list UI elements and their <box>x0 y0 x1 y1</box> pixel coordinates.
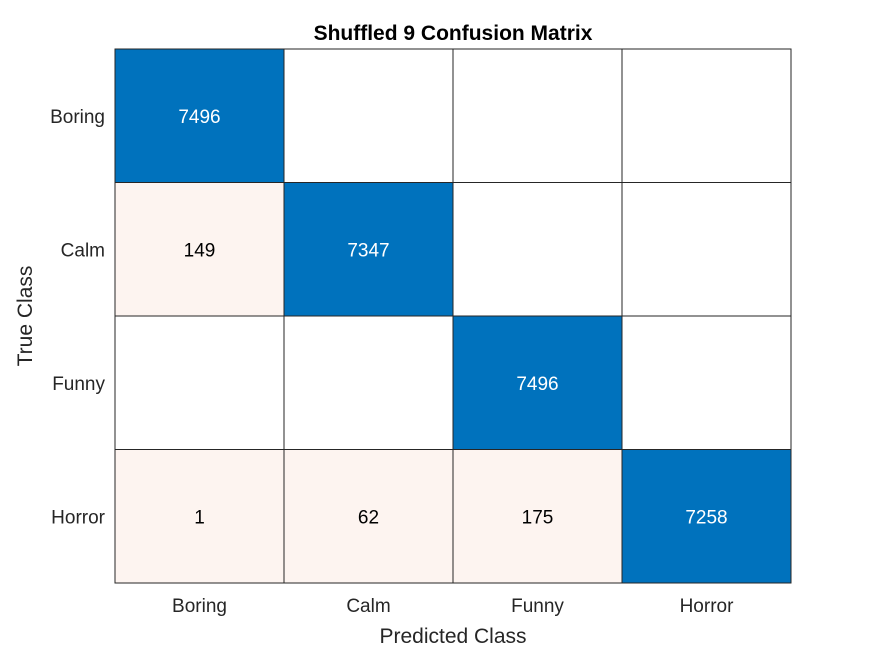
cell-funny-funny <box>452 315 623 450</box>
cell-calm-horror <box>621 182 792 317</box>
cell-horror-calm <box>283 449 454 584</box>
x-tick-label: Funny <box>511 596 564 617</box>
cell-boring-funny <box>452 48 623 183</box>
cell-calm-funny <box>452 182 623 317</box>
y-axis-label: True Class <box>14 266 37 367</box>
cell-calm-calm <box>283 182 454 317</box>
cell-value: 7496 <box>178 107 220 128</box>
x-axis-label: Predicted Class <box>379 625 526 648</box>
x-tick-label: Boring <box>172 596 227 617</box>
cell-value: 7258 <box>685 507 727 528</box>
cell-value: 149 <box>184 240 216 261</box>
y-tick-labels: Boring Calm Funny Horror <box>50 107 106 529</box>
cell-funny-boring <box>114 315 285 450</box>
x-tick-label: Calm <box>346 596 390 617</box>
y-tick-label: Boring <box>50 107 105 128</box>
cell-funny-calm <box>283 315 454 450</box>
cell-boring-horror <box>621 48 792 183</box>
cell-horror-boring <box>114 449 285 584</box>
cell-value: 62 <box>358 507 379 528</box>
x-tick-labels: Boring Calm Funny Horror <box>172 596 734 617</box>
cell-boring-boring <box>114 48 285 183</box>
cell-horror-horror <box>621 449 792 584</box>
matrix-cells: 7496 149 7347 7496 1 62 175 7258 <box>114 48 792 584</box>
cell-boring-calm <box>283 48 454 183</box>
cell-value: 175 <box>522 507 554 528</box>
cell-calm-boring <box>114 182 285 317</box>
cell-value: 1 <box>194 507 205 528</box>
cell-funny-horror <box>621 315 792 450</box>
cell-value: 7496 <box>516 374 558 395</box>
chart-title: Shuffled 9 Confusion Matrix <box>314 22 593 45</box>
y-tick-label: Horror <box>51 507 106 528</box>
cell-horror-funny <box>452 449 623 584</box>
x-tick-label: Horror <box>680 596 735 617</box>
cell-value: 7347 <box>347 240 389 261</box>
y-tick-label: Calm <box>61 240 105 261</box>
y-tick-label: Funny <box>52 374 105 395</box>
